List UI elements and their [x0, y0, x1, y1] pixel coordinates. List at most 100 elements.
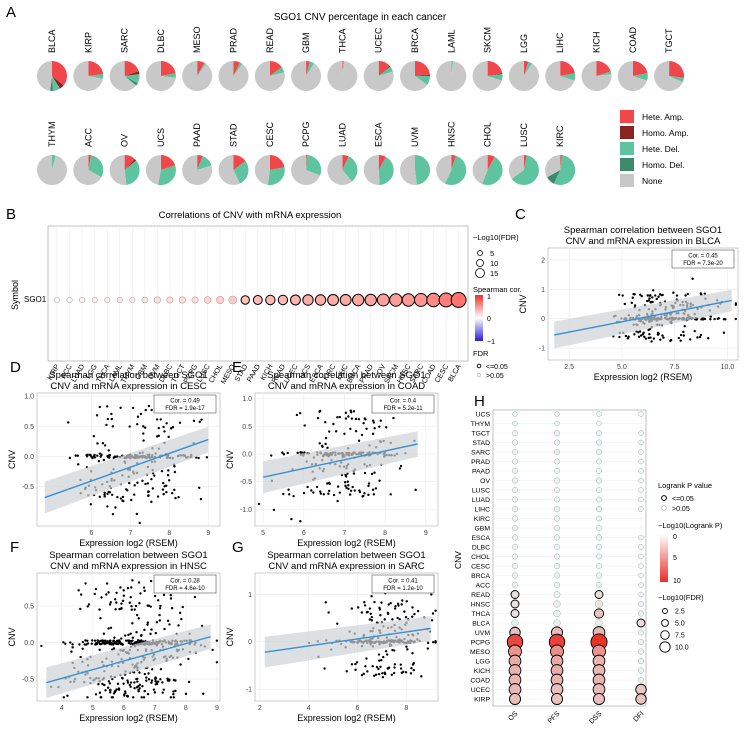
pie-slice-paad-0 — [197, 155, 203, 170]
h-point-tgct-dfi — [638, 430, 644, 436]
panelD-point-66 — [162, 481, 165, 485]
panelF-fit-line — [46, 635, 211, 684]
b-point-laml — [116, 296, 123, 303]
panelF-xtick-1: 5 — [91, 705, 95, 712]
pie-slice-blca-0 — [52, 61, 68, 86]
panelF-point-245 — [130, 605, 133, 608]
pie-label-pcpg: PCPG — [301, 121, 311, 147]
panelG-point-234 — [379, 614, 382, 617]
panelD-point-188 — [111, 512, 115, 516]
pie-slice-ucs-4 — [145, 155, 161, 185]
panelF-point-286 — [131, 636, 135, 639]
panelF-point-319 — [177, 624, 180, 627]
panelE-point-24 — [398, 467, 402, 470]
panelD-point-248 — [142, 432, 145, 435]
panelC-point-260 — [646, 294, 649, 297]
panelG-point-246 — [378, 608, 382, 611]
panelD-point-239 — [114, 455, 118, 458]
panelD-point-255 — [68, 456, 72, 460]
h-point-blca-dss — [595, 619, 603, 627]
pie-slice-stad-2 — [233, 161, 249, 184]
panelC-point-56 — [661, 334, 664, 337]
h-point-prad-dss — [596, 458, 602, 465]
panelG-point-66 — [354, 662, 357, 666]
h-point-ucs-os — [512, 411, 518, 417]
panelF-point-115 — [86, 639, 89, 643]
panelF-point-241 — [146, 692, 150, 696]
pie-slice-gbm-4 — [291, 61, 322, 91]
panelD-point-140 — [141, 479, 144, 483]
panelF-point-103 — [133, 687, 136, 690]
panelD-point-47 — [110, 412, 113, 416]
panelD-point-168 — [93, 453, 96, 457]
panelC-point-279 — [618, 335, 621, 339]
panelE-xtick-3: 8 — [383, 530, 387, 537]
pie-slice-paad-2 — [197, 156, 212, 170]
panelC-point-71 — [621, 294, 624, 297]
panelC-ytick-2: 1 — [541, 287, 545, 294]
b-legend-size-label-1: 10 — [490, 259, 498, 268]
panelG-point-46 — [363, 604, 367, 607]
panelF-point-439 — [150, 628, 153, 631]
panelG-point-51 — [404, 616, 408, 619]
h-point-read-os — [510, 590, 520, 599]
b-point-read — [277, 294, 289, 306]
panelG-point-175 — [379, 665, 382, 668]
h-point-brca-dss — [596, 572, 602, 579]
panelG-point-118 — [411, 651, 414, 655]
panelG-point-193 — [393, 666, 396, 669]
h-point-blca-os — [511, 619, 519, 627]
panelF-point-309 — [136, 677, 139, 680]
panelC-point-250 — [695, 318, 698, 321]
panelG-point-71 — [409, 672, 413, 675]
panelF-point-474 — [87, 603, 91, 606]
panelF-point-369 — [146, 623, 149, 626]
h-point-kirc-dss — [596, 515, 602, 522]
pie-slice-lusc-2 — [511, 155, 539, 186]
panelE-point-134 — [392, 416, 395, 420]
panelF-point-215 — [66, 694, 69, 697]
h-point-thca-pfs — [553, 609, 561, 618]
panelD-point-139 — [198, 420, 202, 424]
b-legend-size-label-2: 15 — [490, 269, 498, 278]
h-point-thca-dss — [593, 608, 605, 619]
pie-slice-chol-0 — [487, 155, 495, 170]
panelD-point-111 — [144, 482, 147, 486]
panelF-point-243 — [108, 682, 112, 685]
panelF-point-106 — [115, 688, 118, 691]
panelC-point-177 — [651, 300, 654, 304]
panelF-point-236 — [215, 661, 219, 664]
panelE-point-132 — [282, 453, 286, 456]
h-point-thca-dfi — [638, 610, 644, 617]
panelD-point-1 — [102, 458, 106, 462]
panelE-fit-band — [263, 431, 418, 494]
legend-label-3: Homo. Del. — [642, 160, 685, 170]
pie-slice-kirc-0 — [560, 155, 563, 170]
pie-slice-esca-0 — [378, 155, 386, 170]
panelE-point-180 — [319, 492, 323, 495]
b-legend-cor-bar — [475, 295, 483, 341]
h-point-lgg-dfi — [638, 658, 644, 664]
panelC-point-147 — [703, 292, 707, 295]
panelD-point-25 — [103, 495, 106, 498]
panelF-point-341 — [136, 639, 140, 642]
panelG-ylabel: CNV — [225, 627, 235, 646]
panelF-point-421 — [104, 689, 107, 692]
panelE-title-1: Spearman correlation between SGO1 — [267, 370, 425, 381]
panelF-point-456 — [108, 688, 112, 692]
panelD-point-208 — [90, 455, 93, 458]
panelF-point-183 — [170, 606, 174, 610]
panel-letter-g: G — [232, 539, 244, 556]
panelE-point-30 — [378, 479, 381, 482]
panelE-point-177 — [385, 426, 388, 429]
h-row-label-thym: THYM — [471, 421, 491, 428]
panelE-point-13 — [414, 488, 417, 492]
pie-slice-ucec-4 — [363, 61, 394, 91]
panelE-point-53 — [344, 475, 348, 478]
panelD-point-24 — [167, 479, 171, 482]
legend-swatch-2 — [620, 142, 634, 155]
pie-slice-luad-2 — [342, 156, 358, 182]
panelD-point-50 — [133, 493, 136, 496]
panelE-ytick-3: 0.5 — [242, 424, 252, 431]
